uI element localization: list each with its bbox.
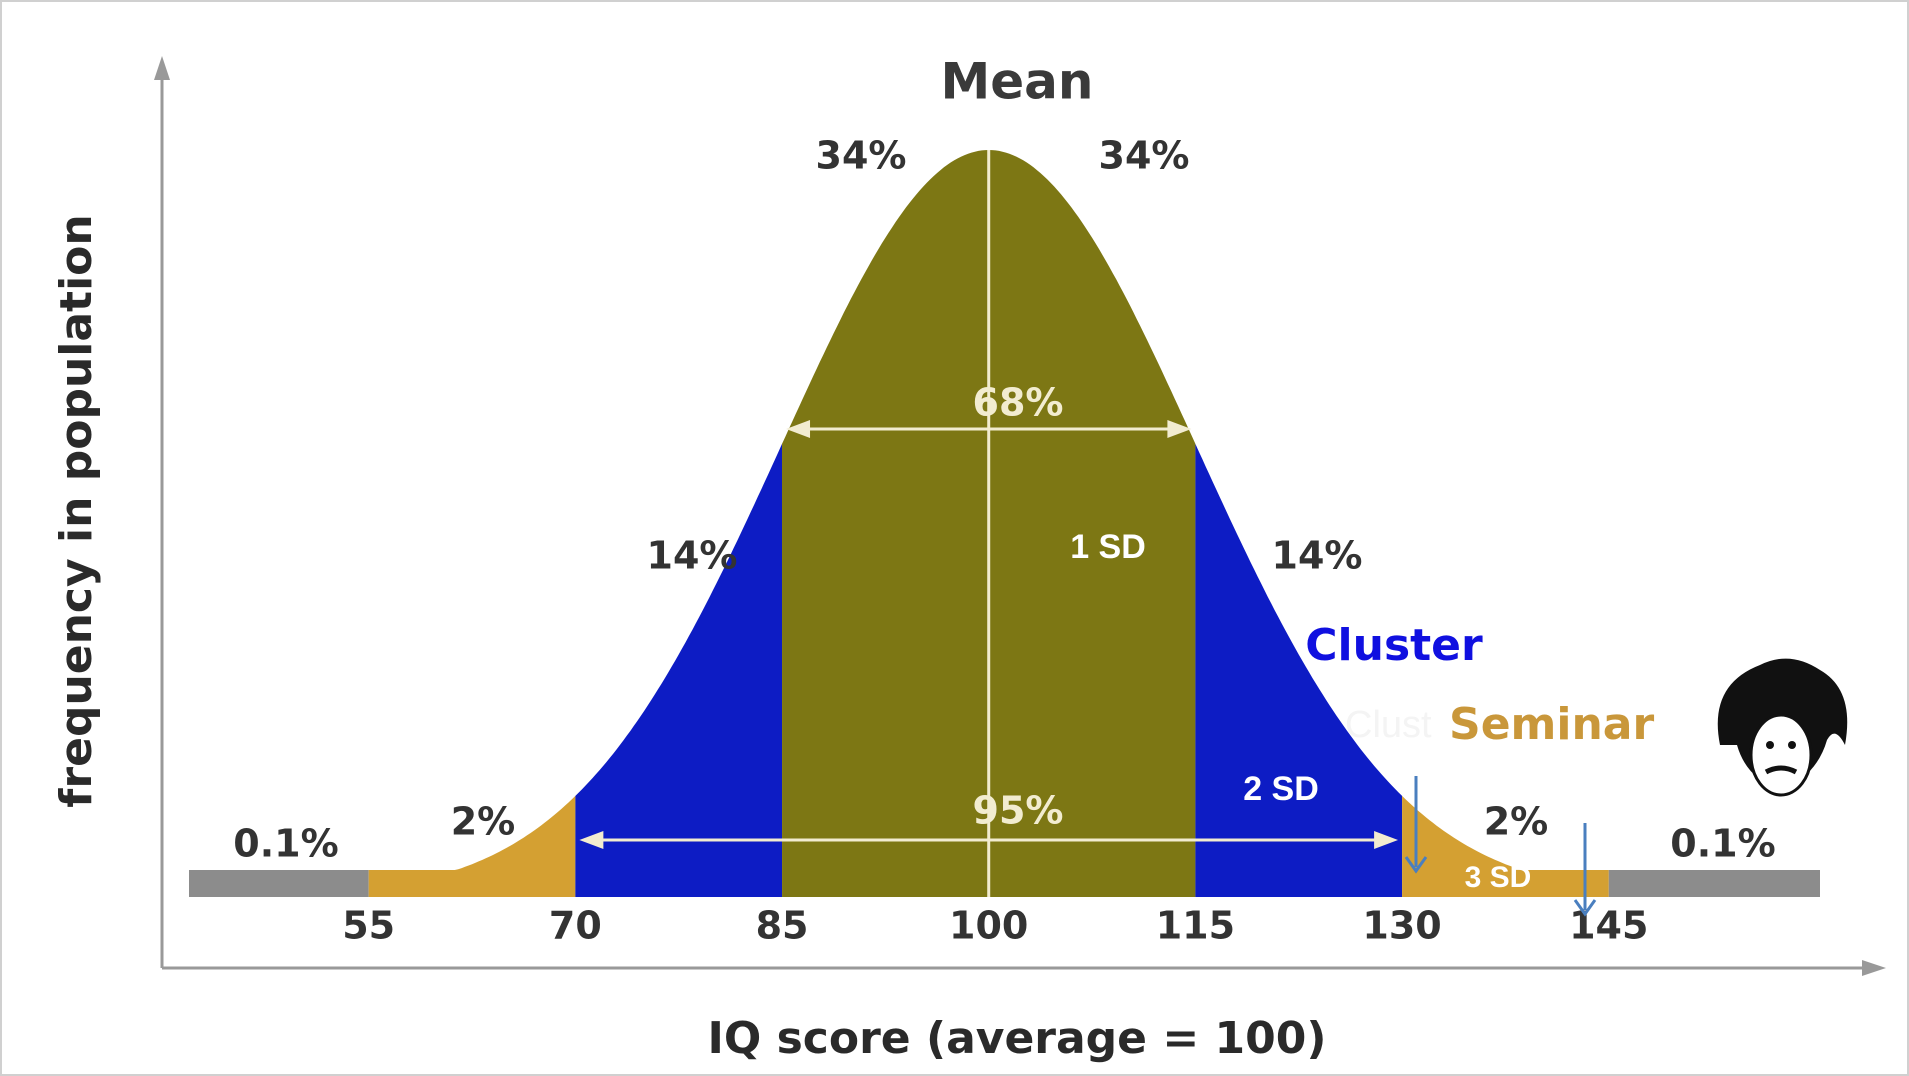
chart-title: Mean (940, 53, 1093, 111)
region-label: 34% (1099, 134, 1190, 178)
y-axis-label: frequency in population (51, 214, 102, 807)
einstein-portrait (1704, 651, 1859, 816)
region-label: 14% (647, 534, 738, 578)
eye (1766, 741, 1774, 749)
x-tick-label: 70 (549, 904, 602, 948)
tail-bar (189, 870, 369, 897)
x-tick-label: 55 (342, 904, 395, 948)
tail-bar (1609, 870, 1820, 897)
annotation: 3 SD (1465, 861, 1532, 894)
annotation: Cluster (1305, 620, 1483, 671)
x-tick-label: 115 (1156, 904, 1235, 948)
annotation: Clust (1345, 704, 1432, 746)
x-axis-label: IQ score (average = 100) (708, 1013, 1327, 1064)
chart: Mean IQ score (average = 100) frequency … (0, 0, 1909, 1076)
x-tick-label: 130 (1362, 904, 1441, 948)
face (1751, 715, 1811, 795)
annotation: Seminar (1449, 699, 1654, 750)
region-label: 2% (451, 800, 516, 844)
x-tick-label: 100 (949, 904, 1028, 948)
region-label: 14% (1272, 534, 1363, 578)
region-label: 0.1% (233, 822, 338, 866)
annotation: 95% (973, 789, 1064, 833)
eye (1788, 741, 1796, 749)
annotation: 68% (973, 381, 1064, 425)
region-label: 0.1% (1670, 822, 1775, 866)
region-label: 34% (816, 134, 907, 178)
annotation: 2 SD (1243, 770, 1319, 808)
region-label: 2% (1484, 800, 1549, 844)
annotation: 1 SD (1070, 528, 1146, 566)
x-tick-label: 85 (756, 904, 809, 948)
